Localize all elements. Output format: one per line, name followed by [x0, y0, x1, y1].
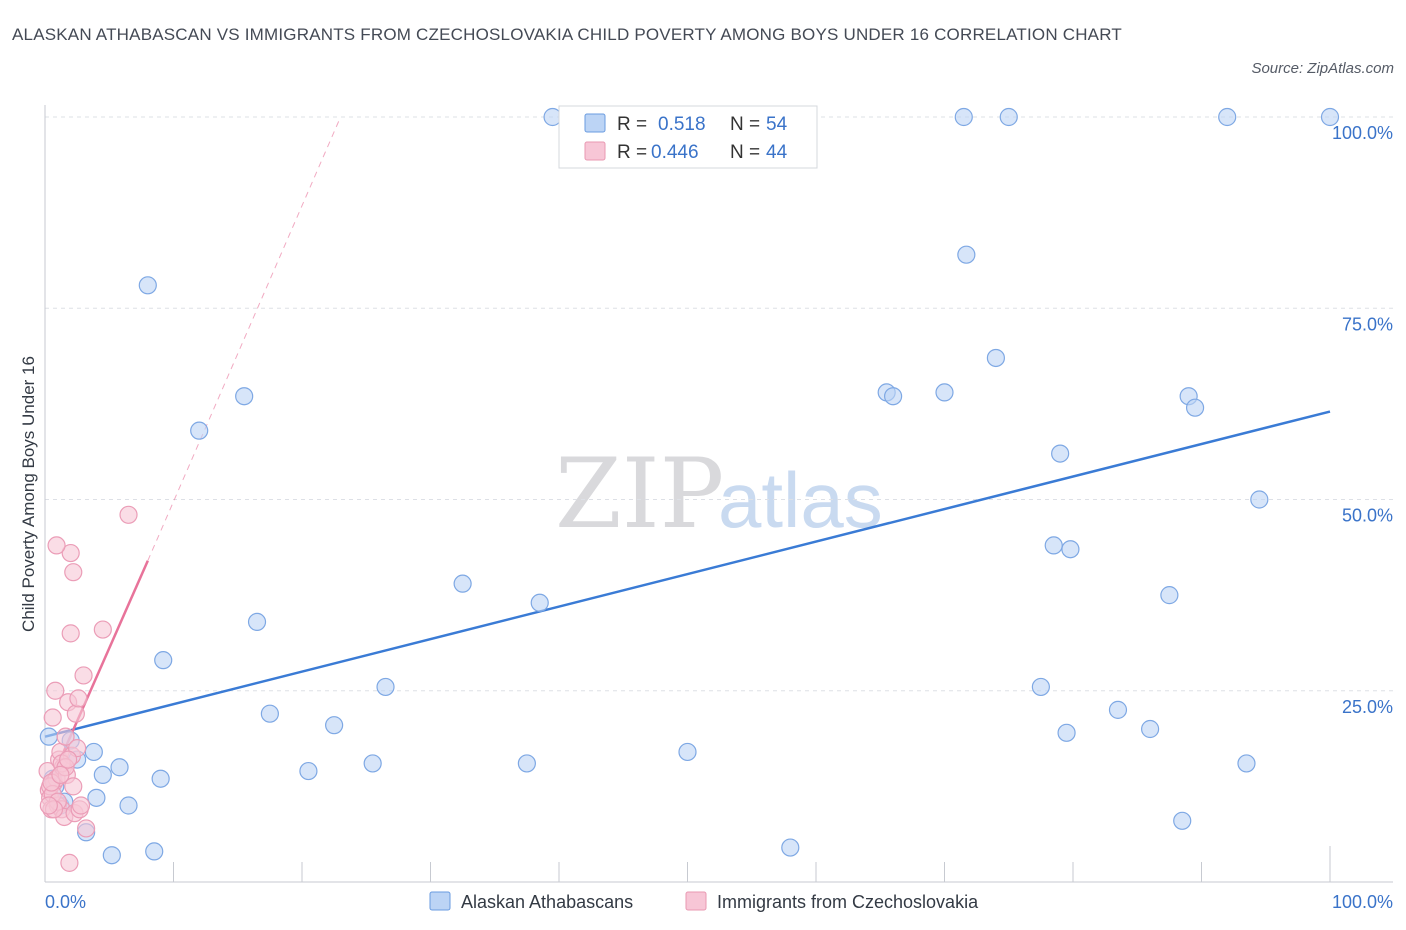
data-point-athabascan [1057, 723, 1076, 742]
data-point-czechoslovakia [66, 704, 85, 723]
legend-n-value-2: 44 [766, 142, 788, 163]
data-point-athabascan [376, 677, 395, 697]
data-point-athabascan [119, 796, 138, 815]
data-point-athabascan [1250, 490, 1269, 509]
y-axis-label: Child Poverty Among Boys Under 16 [19, 356, 38, 632]
watermark-zip: ZIP [555, 438, 724, 550]
x-tick-label: 100.0% [1332, 892, 1393, 912]
data-point-athabascan [235, 387, 254, 406]
y-tick-label: 50.0% [1342, 506, 1393, 526]
data-point-athabascan [145, 842, 164, 861]
legend-n-label-2: N = [730, 142, 760, 163]
data-point-athabascan [154, 651, 173, 670]
data-point-athabascan [1044, 536, 1063, 555]
data-point-athabascan [986, 348, 1006, 368]
y-tick-label: 25.0% [1342, 697, 1393, 717]
data-point-czechoslovakia [119, 505, 138, 524]
series-legend: Alaskan Athabascans Immigrants from Czec… [429, 891, 979, 912]
data-point-athabascan [1237, 754, 1256, 773]
data-point-czechoslovakia [39, 796, 58, 815]
data-point-athabascan [138, 276, 157, 295]
legend-r-value-2: 0.446 [651, 142, 699, 163]
x-tick-label: 0.0% [45, 892, 86, 912]
data-point-athabascan [954, 107, 973, 127]
data-point-athabascan [190, 421, 209, 440]
data-point-czechoslovakia [61, 543, 80, 563]
bottom-legend-swatch-blue [429, 891, 451, 911]
data-point-athabascan [39, 727, 58, 746]
data-point-czechoslovakia [56, 727, 75, 746]
data-point-athabascan [151, 769, 170, 788]
data-point-athabascan [363, 754, 382, 773]
data-point-athabascan [299, 761, 318, 781]
data-point-czechoslovakia [64, 777, 83, 796]
data-point-athabascan [110, 758, 129, 777]
data-point-czechoslovakia [59, 750, 78, 769]
data-point-athabascan [93, 765, 112, 785]
data-point-athabascan [453, 574, 472, 593]
data-point-czechoslovakia [47, 536, 66, 555]
data-point-athabascan [678, 742, 697, 762]
legend-r-label-2: R = [617, 142, 647, 163]
data-point-athabascan [1218, 107, 1237, 127]
y-tick-label: 75.0% [1342, 314, 1393, 334]
data-point-athabascan [883, 387, 903, 406]
data-point-czechoslovakia [74, 666, 93, 685]
data-point-athabascan [517, 754, 536, 773]
data-point-athabascan [1051, 444, 1070, 463]
legend-swatch-pink [584, 141, 606, 161]
data-point-athabascan [530, 593, 549, 612]
bottom-legend-label-blue: Alaskan Athabascans [461, 892, 633, 912]
data-point-athabascan [87, 788, 106, 807]
bottom-legend-swatch-pink [685, 891, 707, 911]
data-point-athabascan [1185, 398, 1205, 417]
chart-title: ALASKAN ATHABASCAN VS IMMIGRANTS FROM CZ… [12, 25, 1122, 44]
legend-r-label-1: R = [617, 114, 647, 135]
data-point-athabascan [102, 846, 121, 865]
data-point-athabascan [325, 716, 344, 735]
data-point-czechoslovakia [46, 681, 65, 700]
source-label: Source: ZipAtlas.com [1251, 60, 1394, 77]
trend-line-extension-1 [147, 116, 342, 561]
data-point-czechoslovakia [64, 563, 83, 582]
data-point-czechoslovakia [71, 796, 91, 815]
data-point-athabascan [999, 107, 1018, 127]
data-point-athabascan [247, 612, 267, 632]
data-point-athabascan [1108, 700, 1128, 719]
data-point-czechoslovakia [69, 689, 88, 708]
data-point-athabascan [935, 383, 954, 402]
data-point-czechoslovakia [51, 765, 70, 785]
data-point-czechoslovakia [61, 624, 80, 643]
trend-line-0 [44, 410, 1331, 738]
data-point-athabascan [1173, 811, 1192, 830]
data-point-athabascan [781, 838, 800, 857]
data-point-athabascan [84, 742, 103, 762]
legend-n-label-1: N = [730, 114, 760, 135]
legend-r-value-1: 0.518 [658, 114, 706, 135]
data-point-czechoslovakia [93, 620, 112, 639]
legend-n-value-1: 54 [766, 114, 788, 135]
data-point-athabascan [1061, 540, 1080, 559]
bottom-legend-label-pink: Immigrants from Czechoslovakia [717, 892, 979, 912]
data-point-athabascan [260, 704, 279, 723]
data-point-athabascan [1320, 107, 1340, 127]
data-point-czechoslovakia [43, 708, 62, 727]
legend-swatch-blue [584, 113, 606, 133]
data-point-athabascan [1031, 677, 1050, 697]
data-point-czechoslovakia [60, 853, 79, 872]
data-point-athabascan [1140, 719, 1160, 739]
data-point-athabascan [1160, 586, 1179, 605]
data-point-athabascan [957, 245, 976, 264]
y-tick-label: 100.0% [1332, 123, 1393, 143]
data-point-czechoslovakia [77, 819, 96, 838]
stats-legend: R = 0.518 N = 54 R = 0.446 N = 44 [558, 105, 818, 169]
